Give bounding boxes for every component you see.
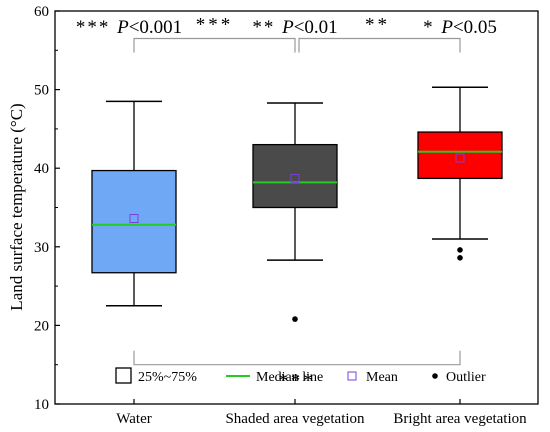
legend-item-box: 25%~75% bbox=[115, 367, 197, 385]
group-significance-label: *** P<0.001 bbox=[76, 17, 182, 38]
comparison-label: *** bbox=[196, 15, 234, 36]
y-tick-label: 40 bbox=[34, 161, 49, 177]
outlier-point bbox=[292, 316, 298, 322]
legend-swatch-mean bbox=[347, 371, 357, 381]
iqr-box bbox=[417, 131, 503, 180]
group-significance-label: * P<0.05 bbox=[423, 17, 497, 38]
iqr-box bbox=[91, 169, 177, 274]
mean-marker bbox=[455, 153, 465, 163]
legend-swatch-outlier bbox=[432, 373, 438, 379]
legend-item-median: Median line bbox=[226, 370, 323, 385]
legend-item-outlier: Outlier bbox=[432, 370, 486, 385]
y-tick-label: 10 bbox=[34, 397, 49, 413]
group-significance-labels: *** P<0.001 ** P<0.01 * P<0.05 bbox=[76, 17, 497, 38]
outlier-point bbox=[457, 247, 463, 253]
comparison-bracket bbox=[133, 37, 296, 53]
legend-label: Median line bbox=[256, 370, 323, 385]
legend-swatch-box bbox=[115, 367, 132, 384]
y-tick-label: 30 bbox=[34, 240, 49, 256]
y-tick-label: 50 bbox=[34, 83, 49, 99]
significance-brackets: *** ***** bbox=[133, 15, 461, 392]
legend: 25%~75% Median line Mean Outlier bbox=[115, 367, 486, 385]
group-significance-label: ** P<0.01 bbox=[252, 17, 337, 38]
y-axis: 10 20 30 40 50 60 bbox=[34, 4, 60, 413]
x-tick-label: Bright area vegetation bbox=[393, 411, 527, 427]
mean-marker bbox=[290, 173, 300, 183]
x-tick-label: Water bbox=[116, 411, 151, 427]
box-group bbox=[417, 86, 503, 261]
legend-label: Mean bbox=[366, 370, 398, 385]
y-tick-label: 20 bbox=[34, 318, 49, 334]
comparison-bracket bbox=[298, 37, 461, 53]
outlier-point bbox=[457, 255, 463, 261]
legend-label: Outlier bbox=[446, 370, 486, 385]
iqr-box bbox=[252, 143, 338, 209]
y-tick-label: 60 bbox=[34, 4, 49, 20]
legend-label: 25%~75% bbox=[138, 370, 197, 385]
box-group bbox=[252, 102, 338, 322]
y-axis-label: Land surface temperature (°C) bbox=[7, 103, 26, 310]
legend-item-mean: Mean bbox=[347, 370, 398, 385]
mean-marker bbox=[129, 214, 139, 224]
x-tick-label: Shaded area vegetation bbox=[225, 411, 365, 427]
boxes-layer bbox=[91, 86, 503, 322]
comparison-label: *** bbox=[278, 371, 316, 392]
box-group bbox=[91, 100, 177, 307]
comparison-label: ** bbox=[365, 15, 390, 36]
x-axis: Water Shaded area vegetation Bright area v… bbox=[116, 399, 527, 427]
comparison-bracket bbox=[133, 350, 461, 366]
